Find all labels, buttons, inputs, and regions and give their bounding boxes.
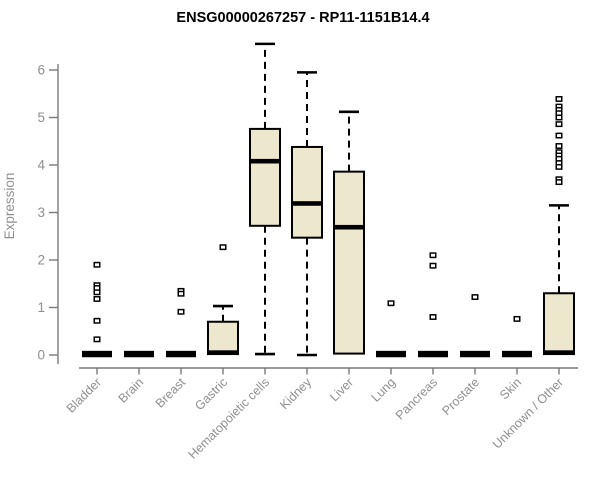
outlier-point xyxy=(429,314,437,320)
iqr-box xyxy=(333,170,365,355)
x-tick-label: Brain xyxy=(116,375,147,406)
y-tick-label: 6 xyxy=(37,63,45,78)
y-axis: 0 1 2 3 4 5 6 xyxy=(37,63,59,364)
x-tick-label: Liver xyxy=(327,375,356,404)
boxplot-gastric xyxy=(207,244,239,356)
x-tick-label: Gastric xyxy=(192,375,230,413)
median-line xyxy=(460,350,490,358)
chart-title: ENSG00000267257 - RP11-1151B14.4 xyxy=(176,10,429,26)
outlier-point xyxy=(93,317,101,324)
x-tick-label: Breast xyxy=(153,375,189,411)
boxplot-prostate xyxy=(460,294,490,358)
outlier-point xyxy=(93,261,101,268)
outlier-point xyxy=(93,289,101,296)
x-tick-label: Unknown / Other xyxy=(490,375,566,451)
boxplot-lung xyxy=(376,300,406,358)
median-line xyxy=(207,350,239,355)
y-tick-label: 3 xyxy=(37,205,45,220)
outlier-point xyxy=(177,290,185,297)
median-line xyxy=(249,158,281,164)
x-tick-label: Kidney xyxy=(277,375,314,412)
plot-area: 0 1 2 3 4 5 6 Bladder Brain Breast GastricHematopo… xyxy=(37,42,578,462)
outlier-point xyxy=(219,244,227,251)
outlier-point xyxy=(93,336,101,343)
iqr-box xyxy=(543,292,575,356)
iqr-box xyxy=(291,145,323,239)
boxplot-bladder xyxy=(82,261,112,358)
outlier-point xyxy=(177,308,185,315)
x-tick-label: Hematopoietic cells xyxy=(186,375,273,462)
x-tick-label: Prostate xyxy=(439,375,482,418)
x-tick-label: Lung xyxy=(369,375,399,405)
boxplot-unknown-other xyxy=(543,96,575,356)
iqr-box xyxy=(207,320,239,356)
median-line xyxy=(82,350,112,358)
boxplot-pancreas xyxy=(418,252,448,358)
median-line xyxy=(333,224,365,230)
y-tick-label: 1 xyxy=(37,300,45,315)
outlier-point xyxy=(387,300,395,307)
median-line xyxy=(502,350,532,358)
outlier-point xyxy=(555,143,563,149)
outlier-point xyxy=(555,132,563,139)
median-line xyxy=(291,201,323,206)
outlier-point xyxy=(555,96,563,102)
x-tick-label: Bladder xyxy=(64,375,104,415)
iqr-box xyxy=(249,127,281,227)
median-line xyxy=(543,350,575,355)
median-line xyxy=(418,350,448,358)
outlier-point xyxy=(93,296,101,302)
y-tick-label: 5 xyxy=(37,110,45,125)
outlier-point xyxy=(555,114,563,121)
x-tick-label: Pancreas xyxy=(393,375,440,422)
boxplot-liver xyxy=(333,110,365,355)
boxplot-kidney xyxy=(291,71,323,357)
median-line xyxy=(166,350,196,358)
outlier-point xyxy=(429,262,437,269)
boxplot-hematopoietic-cells xyxy=(249,42,281,356)
boxplot-skin xyxy=(502,315,532,358)
outlier-point xyxy=(513,315,521,322)
outlier-point xyxy=(471,294,479,301)
y-axis-title: Expression xyxy=(2,173,17,240)
x-tick-label: Skin xyxy=(497,375,524,402)
boxplot-breast xyxy=(166,287,196,358)
outlier-point xyxy=(555,163,563,170)
outlier-point xyxy=(555,121,563,128)
median-line xyxy=(124,350,154,358)
outlier-point xyxy=(429,252,437,259)
median-line xyxy=(376,350,406,358)
outlier-point xyxy=(555,179,563,186)
y-tick-label: 4 xyxy=(37,158,45,173)
boxplot-brain xyxy=(124,350,154,358)
y-tick-label: 2 xyxy=(37,253,45,268)
y-tick-label: 0 xyxy=(37,348,45,363)
